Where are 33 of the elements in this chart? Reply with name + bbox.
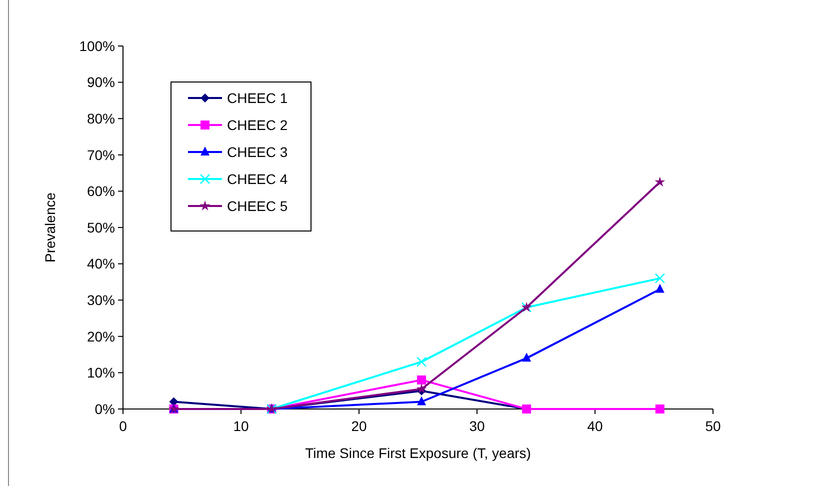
y-tick-label: 100% [79,38,115,54]
x-tick-label: 10 [233,418,249,434]
y-tick-label: 40% [86,256,115,272]
x-tick-label: 30 [469,418,485,434]
y-tick-label: 70% [86,146,115,163]
legend-label: CHEEC 5 [227,198,288,214]
y-tick-label: 0% [94,400,115,417]
point [522,352,532,362]
point [655,404,664,414]
x-tick-label: 0 [119,418,128,434]
legend-label: CHEEC 3 [227,144,288,160]
x-tick-label: 50 [705,418,721,434]
legend-label: CHEEC 4 [227,170,288,187]
point [655,284,664,293]
point [416,356,427,367]
x-tick-label: 40 [587,418,603,434]
point [416,384,427,394]
y-tick-label: 20% [86,328,115,344]
point [417,375,426,384]
legend-label: CHEEC 1 [227,90,288,106]
point [417,396,426,406]
legend-label: CHEEC 2 [227,116,288,133]
y-axis-title: Prevalence [42,192,58,263]
y-tick-label: 50% [86,219,115,236]
y-tick-label: 30% [86,292,115,308]
y-tick-label: 60% [86,183,115,200]
point [654,176,666,187]
point [654,273,666,284]
x-axis-title: Time Since First Exposure (T, years) [305,445,531,461]
y-tick-label: 10% [86,364,115,381]
y-tick-label: 80% [86,110,115,126]
x-tick-label: 20 [351,418,367,434]
y-tick-label: 90% [86,74,115,90]
